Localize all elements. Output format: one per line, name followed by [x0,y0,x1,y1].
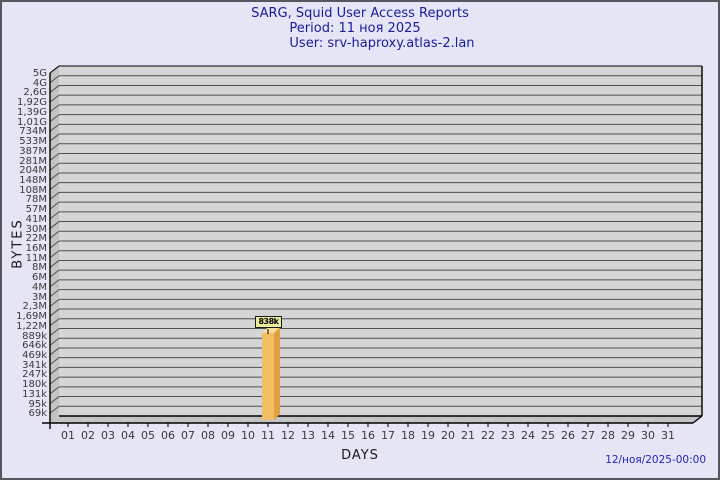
y-tick-connector [49,308,60,317]
floor [50,416,702,423]
y-tick-connector [49,191,60,200]
y-tick-connector [49,182,60,191]
y-tick-connector [49,230,60,239]
y-tick-connector [49,133,60,142]
y-tick-connector [49,221,60,229]
y-tick-connector [49,172,60,181]
y-tick-connector [49,75,60,84]
y-tick-connector [49,289,60,298]
bar-front-face [262,333,274,420]
y-tick-connector [49,386,60,395]
y-tick-connector [49,162,60,171]
y-tick-connector [49,298,60,307]
bar-top-face [262,327,280,333]
y-tick-connector [49,153,60,161]
y-tick-connector [49,279,60,288]
x-axis-title: DAYS [341,448,379,463]
chart-title: SARG, Squid User Access Reports [251,6,469,21]
y-tick-connector [49,94,60,103]
y-tick-connector [49,104,60,113]
chart-title-block: SARG, Squid User Access Reports Period: … [2,6,718,51]
chart-subtitle-block: Period: 11 ноя 2025 User: srv-haproxy.at… [289,21,474,51]
y-tick-connector [49,337,60,346]
y-tick-connector [49,201,60,210]
chart-period: Period: 11 ноя 2025 [289,21,421,36]
y-tick-connector [49,396,60,404]
chart-user: User: srv-haproxy.atlas-2.lan [289,36,475,51]
y-tick-connector [49,114,60,123]
y-tick-connector [49,376,60,385]
y-tick-connector [49,269,60,278]
y-tick-connector [49,240,60,249]
y-tick-connector [49,143,60,152]
wall-top-edge [49,65,60,74]
bar-value-label: 838k [255,316,282,328]
y-tick-connector [49,211,60,220]
y-tick-connector [49,347,60,356]
report-timestamp: 12/ноя/2025-00:00 [605,454,706,466]
y-tick-connector [49,85,60,93]
y-tick-connector [49,366,60,375]
floor-right-edge [692,415,703,424]
y-tick-connector [49,405,60,414]
y-tick-connector [49,123,60,132]
y-tick-connector [49,328,60,336]
y-tick-connector [49,318,60,327]
y-tick-connector [49,357,60,366]
y-tick-connector [49,250,60,259]
bar-side-face [274,327,280,420]
y-tick-connector [49,260,60,268]
y-axis-title: BYTES [10,218,26,269]
